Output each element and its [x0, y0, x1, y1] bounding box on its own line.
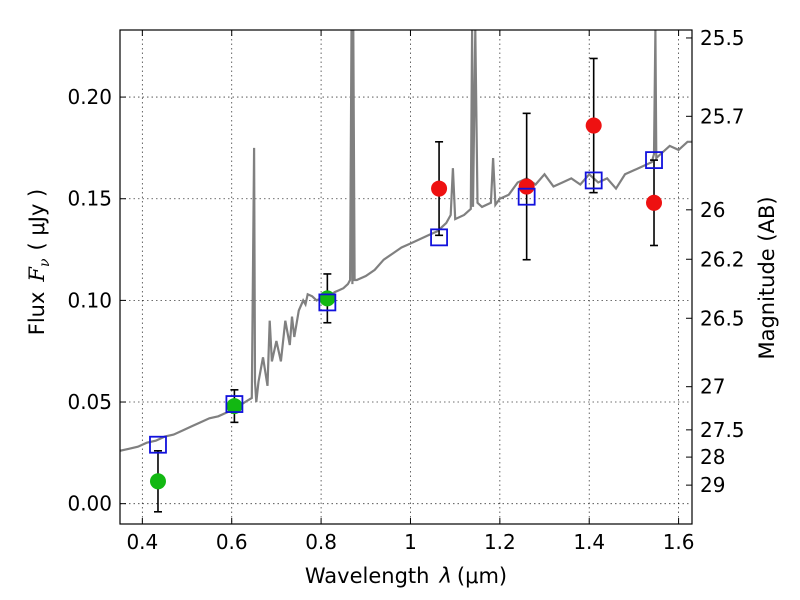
model-flux-square — [149, 435, 167, 454]
y2-axis-label: Magnitude (AB) — [755, 196, 779, 359]
y2-tick-label: 27.5 — [700, 418, 745, 442]
spectrum-line — [120, 30, 692, 452]
x-axis-label: Wavelength λ (μm) — [305, 564, 507, 588]
y2-tick-label: 26.2 — [700, 247, 745, 271]
data-points-layer — [149, 57, 663, 513]
y-tick-label: 0.05 — [67, 390, 112, 414]
model-flux-square — [318, 293, 337, 312]
y2-tick-label: 26 — [700, 198, 725, 222]
y2-tick-label: 25.5 — [700, 26, 745, 50]
x-tick-label: 1.6 — [663, 530, 695, 554]
photometry-point — [518, 178, 535, 195]
y2-tick-label: 28 — [700, 445, 725, 469]
y2-tick-label: 27 — [700, 375, 725, 399]
grid-lines — [120, 30, 692, 524]
y-axis-label: FluxFν( μJy ) — [25, 189, 53, 335]
x-tick-label: 0.8 — [305, 530, 337, 554]
model-flux-square — [225, 395, 244, 413]
spectrum-layer — [120, 30, 692, 452]
model-flux-square — [584, 171, 603, 190]
y2-tick-label: 26.5 — [700, 306, 745, 330]
x-tick-label: 0.4 — [126, 530, 158, 554]
model-flux-square — [430, 228, 448, 247]
y-tick-label: 0.00 — [67, 492, 112, 516]
photometry-point — [149, 473, 166, 490]
photometry-point — [319, 290, 336, 307]
photometry-point — [226, 398, 243, 415]
model-flux-square — [517, 187, 536, 206]
x-tick-label: 1.2 — [484, 530, 516, 554]
photometry-point — [646, 194, 663, 211]
photometry-point — [431, 180, 448, 197]
y2-tick-label: 29 — [700, 473, 725, 497]
x-tick-label: 0.6 — [216, 530, 248, 554]
plot-frame — [119, 29, 693, 525]
photometry-point — [585, 117, 602, 134]
x-tick-label: 1.4 — [573, 530, 605, 554]
y-tick-label: 0.20 — [67, 85, 112, 109]
model-flux-square — [645, 151, 663, 170]
y2-tick-label: 25.7 — [700, 104, 745, 128]
y-tick-label: 0.10 — [67, 288, 112, 312]
y-tick-label: 0.15 — [67, 187, 112, 211]
x-tick-label: 1 — [404, 530, 417, 554]
axis-ticks: 0.4 0.6 0.8 1 1.2 1.4 1.6 0.00 0.05 0.10 0.15 0.20 2… — [67, 26, 744, 554]
